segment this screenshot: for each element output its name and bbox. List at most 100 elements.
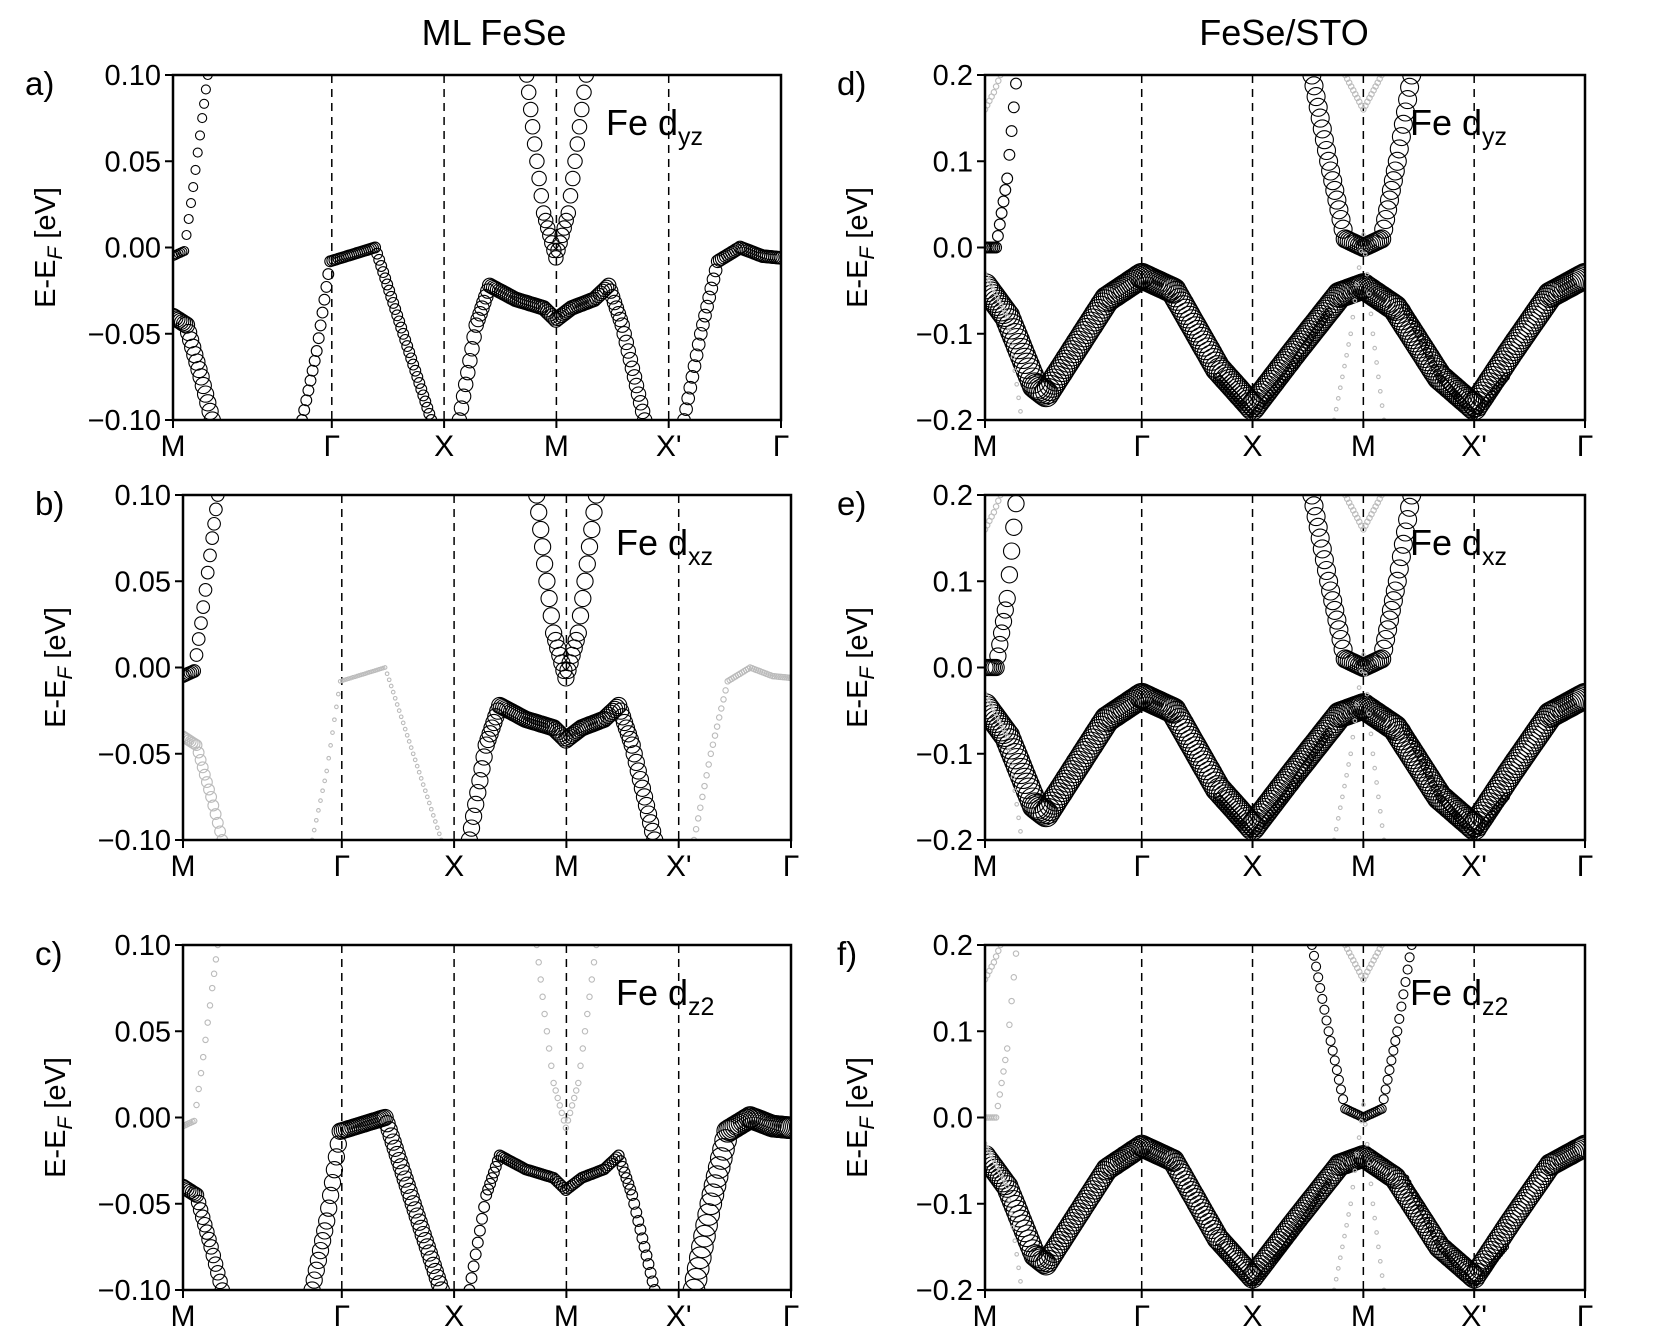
band-point (1032, 800, 1060, 828)
band-point (1565, 266, 1585, 293)
band-point (1306, 87, 1326, 107)
band-point (387, 296, 400, 309)
band-point (318, 798, 323, 803)
band-point (311, 827, 317, 833)
band-point (330, 730, 335, 735)
band-point (1356, 265, 1362, 270)
band-point (184, 1184, 201, 1201)
band-point (420, 1244, 438, 1262)
band-point (1346, 342, 1351, 347)
band-point (1063, 753, 1090, 781)
band-point (298, 404, 311, 417)
band-point (1412, 325, 1421, 334)
band-point (1402, 746, 1429, 773)
band-point (1502, 1243, 1510, 1251)
band-point (608, 1153, 621, 1166)
band-point (1262, 394, 1271, 403)
band-point (1333, 406, 1339, 412)
band-point (1333, 1276, 1339, 1282)
band-point (688, 1246, 712, 1270)
panel-label: d) (837, 65, 866, 102)
band-point (342, 677, 347, 683)
band-point (416, 1232, 434, 1250)
band-point (381, 278, 394, 291)
band-point (173, 314, 192, 332)
band-point (396, 708, 402, 713)
band-point (985, 976, 989, 983)
band-point (990, 89, 998, 96)
band-point (1223, 804, 1233, 813)
band-point (471, 1236, 484, 1249)
band-point (1376, 794, 1381, 800)
band-point (1390, 1035, 1401, 1047)
band-point (472, 306, 488, 322)
band-point (373, 253, 386, 266)
band-point (774, 251, 781, 265)
band-point (1240, 402, 1249, 411)
x-tick-label: M (1351, 430, 1376, 463)
band-point (1383, 717, 1411, 745)
band-point (375, 260, 388, 272)
band-point (1007, 1204, 1031, 1228)
band-point (1319, 151, 1339, 171)
band-point (620, 1172, 633, 1185)
band-point (994, 612, 1013, 631)
band-point (522, 101, 539, 118)
band-point (1349, 656, 1369, 676)
band-point (1258, 399, 1267, 408)
band-point (642, 1258, 655, 1271)
band-point (455, 388, 472, 405)
y-axis-label: E-EF [eV] (40, 1057, 77, 1178)
band-point (410, 751, 416, 757)
band-point (1073, 737, 1100, 765)
band-point (1215, 375, 1224, 384)
band-point (1447, 806, 1456, 815)
band-point (1370, 751, 1376, 757)
band-point (992, 953, 1000, 960)
band-point (1400, 497, 1420, 517)
band-point (1314, 550, 1334, 570)
panel-e: 0.20.10.0−0.1−0.2M Γ X M X' ΓE-EF [eV]e)Fe dx… (837, 480, 1593, 883)
band-point (532, 520, 550, 539)
band-point (487, 1166, 500, 1179)
band-point (457, 376, 474, 393)
band-point (1016, 395, 1021, 401)
band-point (550, 310, 566, 327)
band-point (394, 702, 400, 707)
band-point (1005, 125, 1018, 138)
band-point (300, 394, 313, 407)
band-point (598, 1163, 611, 1176)
band-point (994, 1164, 1000, 1170)
band-point (987, 295, 1015, 322)
band-point (1497, 377, 1507, 386)
band-point (574, 101, 590, 118)
band-point (588, 976, 596, 983)
band-point (328, 743, 333, 748)
x-tick-label: X (444, 850, 464, 883)
band-point (326, 755, 332, 761)
y-tick-label: 0.0 (933, 1103, 973, 1135)
band-point (210, 970, 218, 978)
band-point (1311, 961, 1322, 972)
band-point (318, 293, 331, 306)
band-point (414, 763, 420, 769)
band-point (191, 632, 206, 646)
band-point (623, 736, 641, 754)
band-point (1493, 802, 1503, 811)
y-tick-label: 0.00 (105, 233, 161, 265)
band-point (192, 147, 203, 158)
band-point (1048, 355, 1076, 383)
y-tick-label: 0.10 (105, 60, 161, 92)
band-point (622, 1177, 635, 1190)
band-point (701, 782, 708, 790)
band-point (560, 1117, 568, 1124)
band-point (718, 705, 725, 712)
band-point (1213, 792, 1222, 802)
band-point (994, 294, 1000, 300)
band-point (1018, 409, 1023, 414)
band-point (1000, 306, 1006, 312)
band-point (410, 1213, 428, 1231)
band-point (1003, 747, 1031, 775)
band-point (320, 280, 333, 293)
band-point (1162, 1149, 1185, 1172)
